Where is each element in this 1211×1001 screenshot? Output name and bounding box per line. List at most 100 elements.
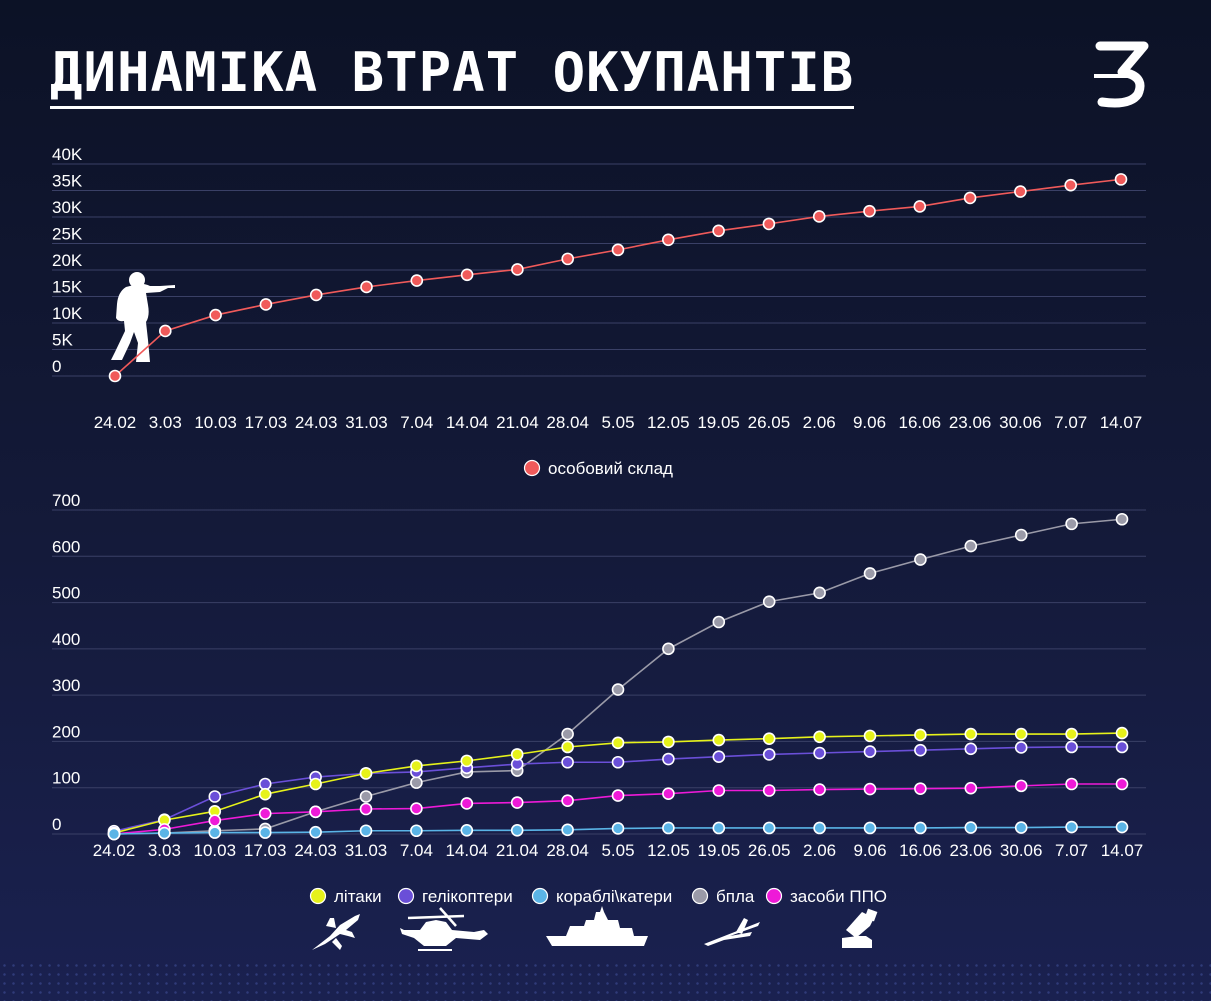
data-point [813, 783, 826, 796]
data-point [762, 732, 776, 745]
data-point [410, 759, 423, 773]
x-tick-label: 23.06 [949, 413, 992, 432]
data-point [309, 288, 323, 302]
data-point [258, 787, 272, 801]
x-tick-label: 12.05 [647, 413, 690, 432]
data-point [863, 204, 876, 218]
legend-marker [523, 459, 541, 477]
x-tick-label: 14.07 [1101, 841, 1144, 860]
x-tick-label: 31.03 [345, 413, 388, 432]
data-point [1014, 821, 1028, 834]
data-point [662, 642, 675, 656]
data-point [1014, 779, 1028, 793]
data-point [712, 733, 726, 747]
x-tick-label: 2.06 [803, 841, 836, 860]
data-point [1065, 820, 1078, 834]
helicopter-icon [400, 907, 488, 951]
soldier-icon [111, 272, 175, 362]
data-point [460, 823, 474, 837]
data-point [1065, 740, 1078, 754]
data-point [964, 727, 978, 741]
x-tick-label: 5.05 [601, 841, 634, 860]
data-point [863, 821, 877, 835]
data-point [460, 268, 474, 282]
data-point [712, 821, 726, 835]
x-tick-label: 9.06 [853, 413, 886, 432]
data-point [208, 814, 222, 827]
y-tick-label: 400 [52, 630, 80, 649]
data-point [914, 743, 927, 757]
data-point [1064, 178, 1077, 192]
data-point [1065, 727, 1078, 741]
data-point [662, 787, 675, 801]
data-point [611, 683, 625, 696]
x-tick-label: 26.05 [748, 841, 791, 860]
y-tick-label: 40K [52, 145, 83, 164]
x-tick-label: 28.04 [546, 413, 589, 432]
data-point [762, 748, 776, 761]
data-point [158, 826, 171, 840]
x-tick-label: 17.03 [245, 413, 288, 432]
data-point [611, 755, 625, 769]
data-point [208, 826, 222, 839]
data-point [762, 595, 776, 608]
legend-marker [309, 887, 327, 905]
data-point [914, 782, 927, 795]
data-point [561, 252, 575, 266]
data-point [359, 790, 373, 803]
y-tick-label: 30K [52, 198, 83, 217]
x-tick-label: 5.05 [601, 413, 634, 432]
data-point [1115, 820, 1129, 834]
data-point [1014, 727, 1028, 741]
data-point [712, 615, 726, 629]
data-point [913, 200, 927, 213]
data-point [813, 821, 826, 835]
data-point [258, 807, 272, 820]
x-tick-label: 19.05 [697, 413, 740, 432]
data-point [964, 781, 978, 795]
x-tick-label: 10.03 [194, 413, 237, 432]
data-point [510, 748, 524, 761]
x-tick-label: 24.03 [295, 413, 338, 432]
x-tick-label: 12.05 [647, 841, 690, 860]
data-point [561, 740, 574, 754]
x-tick-label: 21.04 [496, 841, 539, 860]
x-tick-label: 24.02 [94, 413, 137, 432]
data-point [1014, 528, 1028, 542]
data-point [813, 586, 826, 600]
x-tick-label: 30.06 [1000, 841, 1043, 860]
x-tick-label: 7.07 [1055, 841, 1088, 860]
data-point [813, 730, 826, 744]
x-tick-label: 9.06 [853, 841, 886, 860]
data-point [963, 191, 977, 205]
data-point [359, 802, 373, 816]
y-tick-label: 25K [52, 225, 83, 244]
data-point [964, 539, 978, 553]
x-tick-label: 7.04 [400, 413, 433, 432]
data-point [410, 824, 423, 838]
data-point [510, 823, 524, 837]
data-point [511, 263, 524, 276]
data-point [762, 821, 776, 835]
data-point [410, 802, 423, 815]
data-point [863, 745, 877, 758]
data-point [812, 210, 826, 223]
ship-icon [546, 906, 648, 946]
data-point [662, 821, 675, 835]
data-point [561, 794, 574, 807]
data-point [662, 752, 675, 766]
x-tick-label: 14.04 [446, 841, 489, 860]
data-point [661, 233, 675, 247]
legend-label: літаки [334, 887, 382, 906]
x-tick-label: 7.04 [400, 841, 433, 860]
x-tick-label: 10.03 [194, 841, 237, 860]
data-point [762, 217, 776, 231]
x-tick-label: 17.03 [244, 841, 287, 860]
y-tick-label: 5K [52, 331, 73, 350]
data-point [108, 369, 122, 383]
legend-label: гелікоптери [422, 887, 513, 906]
data-point [712, 750, 726, 764]
data-point [360, 280, 373, 294]
decorative-dot-pattern [0, 961, 1211, 1001]
data-point [561, 727, 574, 741]
